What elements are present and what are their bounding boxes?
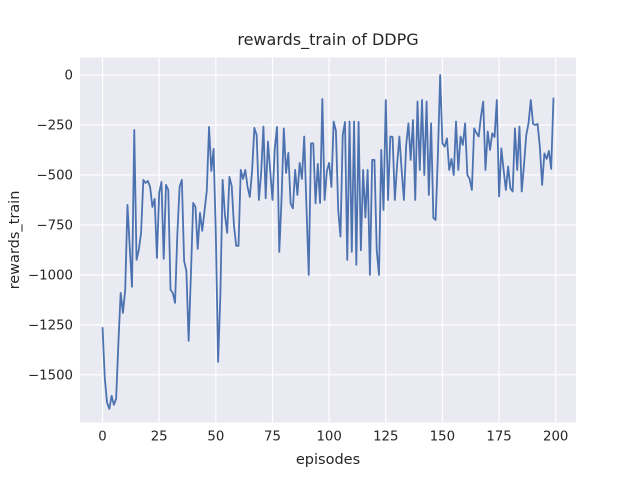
x-tick-label: 25 <box>151 429 168 444</box>
x-tick-label: 75 <box>264 429 281 444</box>
y-tick-label: −250 <box>36 118 73 133</box>
x-tick-label: 150 <box>430 429 455 444</box>
y-axis-label: rewards_train <box>7 190 23 290</box>
x-tick-label: 125 <box>373 429 398 444</box>
x-tick-label: 175 <box>486 429 511 444</box>
y-tick-label: −1000 <box>28 268 73 283</box>
plot-area <box>80 57 576 423</box>
y-tick-label: −1500 <box>28 368 73 383</box>
chart-title: rewards_train of DDPG <box>237 30 419 49</box>
y-tick-label: −1250 <box>28 318 73 333</box>
y-tick-label: 0 <box>65 68 73 83</box>
x-tick-label: 100 <box>316 429 341 444</box>
x-tick-label: 50 <box>207 429 224 444</box>
y-tick-label: −500 <box>36 168 73 183</box>
x-axis-label: episodes <box>295 452 361 468</box>
x-tick-label: 0 <box>98 429 106 444</box>
y-tick-label: −750 <box>36 218 73 233</box>
line-series <box>101 74 555 410</box>
x-tick-label: 200 <box>543 429 568 444</box>
